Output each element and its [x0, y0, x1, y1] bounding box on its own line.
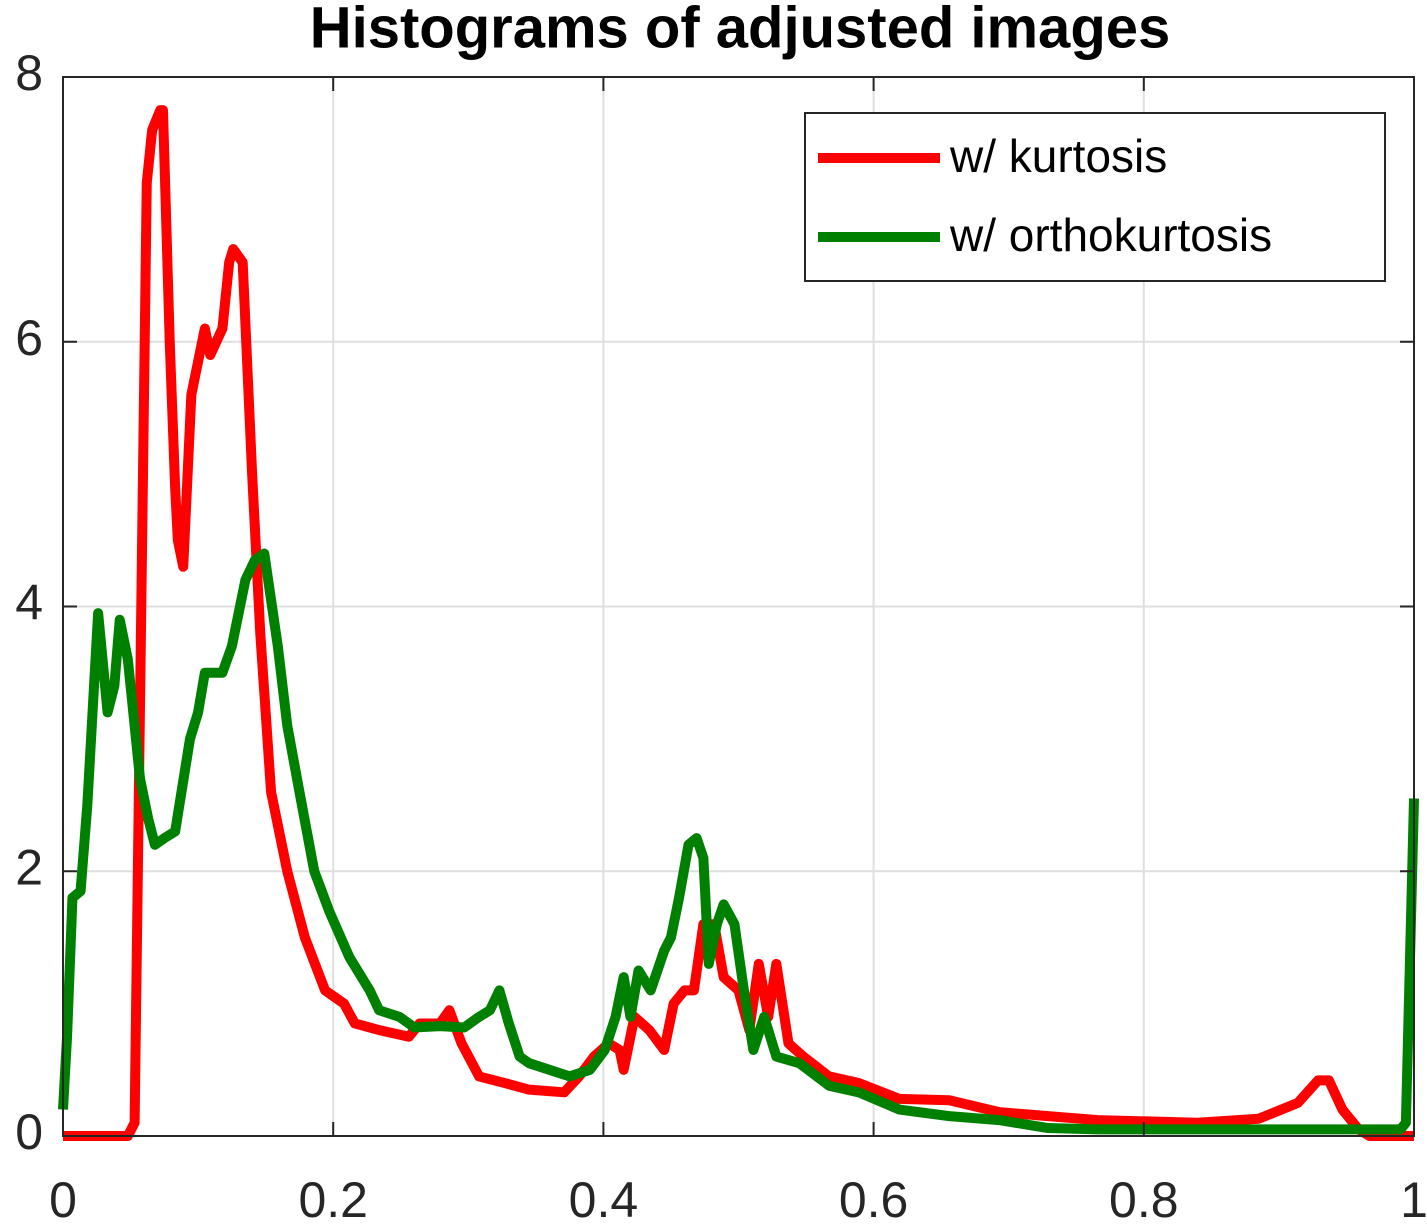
x-tick-label: 1	[1400, 1172, 1427, 1228]
x-tick-label: 0.4	[569, 1172, 639, 1228]
x-tick-label: 0	[49, 1172, 77, 1228]
y-tick-label: 4	[15, 575, 43, 631]
legend-label: w/ orthokurtosis	[949, 209, 1272, 261]
legend-box	[804, 112, 1386, 282]
ticks: 0 0.2 0.4 0.6 0.8 1 0 2 4 6 8	[15, 45, 1427, 1228]
legend: w/ kurtosis w/ orthokurtosis	[804, 112, 1386, 282]
y-tick-label: 8	[15, 45, 43, 101]
chart-title: Histograms of adjusted images	[310, 0, 1171, 60]
y-tick-label: 0	[15, 1104, 43, 1160]
y-tick-label: 2	[15, 839, 43, 895]
legend-label: w/ kurtosis	[949, 130, 1167, 182]
y-tick-label: 6	[15, 310, 43, 366]
x-tick-label: 0.8	[1109, 1172, 1179, 1228]
x-tick-label: 0.6	[839, 1172, 909, 1228]
series-line	[58, 548, 1419, 1135]
lines	[58, 105, 1419, 1141]
x-tick-label: 0.2	[298, 1172, 368, 1228]
